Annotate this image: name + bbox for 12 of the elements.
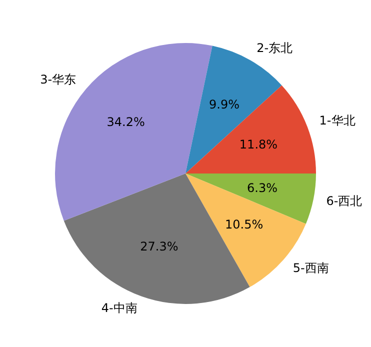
slice-label: 3-华东: [40, 72, 76, 87]
slice-label: 1-华北: [319, 114, 356, 128]
data-label: 34.2%: [106, 114, 145, 129]
slice-label: 4-中南: [101, 300, 138, 315]
data-label: 9.9%: [209, 98, 240, 112]
slice-label: 5-西南: [292, 260, 329, 275]
data-label: 11.8%: [239, 137, 278, 152]
data-label: 10.5%: [225, 218, 264, 232]
data-label: 27.3%: [140, 239, 178, 254]
data-label: 6.3%: [247, 181, 278, 196]
slice-label: 2-东北: [256, 40, 293, 55]
slice-label: 6-西北: [326, 194, 362, 208]
